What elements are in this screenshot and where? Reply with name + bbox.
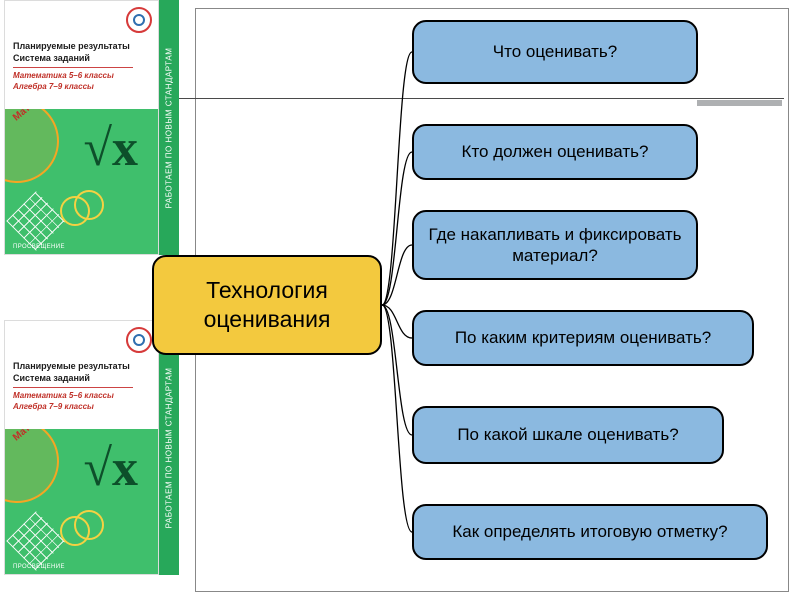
publisher-label: ПРОСВЕЩЕНИЕ (13, 564, 65, 570)
book-line4: Алгебра 7–9 классы (13, 402, 94, 411)
book-line2: Система заданий (13, 53, 90, 63)
spine-text: РАБОТАЕМ ПО НОВЫМ СТАНДАРТАМ (165, 367, 174, 528)
grid-icon (6, 511, 65, 570)
rings-icon (60, 190, 104, 234)
book-line4: Алгебра 7–9 классы (13, 82, 94, 91)
sqrt-icon: √x (83, 119, 138, 178)
book-face: Планируемые результаты Система заданий М… (4, 0, 159, 255)
book-art: Математика Алгебра √x ПРОСВЕЩЕНИЕ (5, 109, 158, 254)
leaf-node: Где накапливать и фиксировать материал? (412, 210, 698, 280)
leaf-node-label: По какой шкале оценивать? (457, 424, 678, 445)
central-node-label: Технология оценивания (168, 276, 366, 334)
leaf-node: Как определять итоговую отметку? (412, 504, 768, 560)
fgos-logo-icon (126, 7, 152, 33)
fgos-logo-icon (126, 327, 152, 353)
leaf-node-label: Что оценивать? (493, 41, 617, 62)
book-line1: Планируемые результаты (13, 361, 130, 371)
leaf-node: По каким критериям оценивать? (412, 310, 754, 366)
book-spine: РАБОТАЕМ ПО НОВЫМ СТАНДАРТАМ (159, 320, 179, 575)
leaf-node: Кто должен оценивать? (412, 124, 698, 180)
canvas: Технология оценивания Что оценивать? Кто … (0, 0, 800, 600)
book-line3: Математика 5–6 классы (13, 71, 114, 80)
book-line2: Система заданий (13, 373, 90, 383)
sqrt-icon: √x (83, 439, 138, 498)
book-line1: Планируемые результаты (13, 41, 130, 51)
book-cover-top: Планируемые результаты Система заданий М… (4, 0, 179, 255)
book-cover-bottom: Планируемые результаты Система заданий М… (4, 320, 179, 575)
book-divider (13, 387, 133, 388)
leaf-node-label: Кто должен оценивать? (462, 141, 649, 162)
leaf-node-label: Как определять итоговую отметку? (452, 521, 727, 542)
accent-bar (697, 100, 782, 106)
leaf-node: По какой шкале оценивать? (412, 406, 724, 464)
book-line3: Математика 5–6 классы (13, 391, 114, 400)
leaf-node-label: По каким критериям оценивать? (455, 327, 711, 348)
rings-icon (60, 510, 104, 554)
grid-icon (6, 191, 65, 250)
book-art: Математика Алгебра √x ПРОСВЕЩЕНИЕ (5, 429, 158, 574)
publisher-label: ПРОСВЕЩЕНИЕ (13, 244, 65, 250)
leaf-node-label: Где накапливать и фиксировать материал? (426, 224, 684, 267)
book-spine: РАБОТАЕМ ПО НОВЫМ СТАНДАРТАМ (159, 0, 179, 255)
book-divider (13, 67, 133, 68)
book-face: Планируемые результаты Система заданий М… (4, 320, 159, 575)
spine-text: РАБОТАЕМ ПО НОВЫМ СТАНДАРТАМ (165, 47, 174, 208)
leaf-node: Что оценивать? (412, 20, 698, 84)
central-node: Технология оценивания (152, 255, 382, 355)
